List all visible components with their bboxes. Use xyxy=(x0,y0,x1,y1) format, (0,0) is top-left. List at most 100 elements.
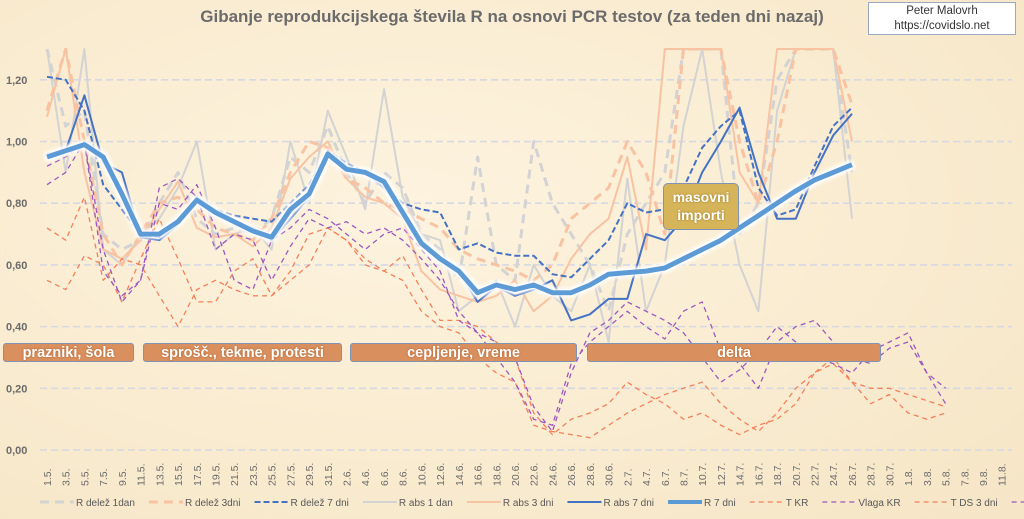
legend-label: R abs 1 dan xyxy=(399,498,453,509)
x-tick-label: 6.6. xyxy=(379,468,391,486)
series-line-r-abs-3-dni xyxy=(46,48,853,313)
legend-item[interactable]: R delež 1dan xyxy=(40,498,135,509)
x-tick-label: 3.5. xyxy=(61,468,73,486)
y-tick-label: 0,60 xyxy=(6,260,27,272)
x-tick-label: 30.7. xyxy=(884,463,896,486)
series-line-r-abs-1-dan xyxy=(46,48,853,343)
x-tick-label: 26.7. xyxy=(847,463,859,486)
series-line-r-7-dni xyxy=(46,142,853,296)
x-tick-label: 12.7. xyxy=(716,463,728,486)
x-tick-label: 11.8. xyxy=(997,463,1009,486)
author-name: Peter Malovrh xyxy=(906,5,978,17)
x-tick-label: 12.6. xyxy=(435,463,447,486)
x-tick-label: 19.5. xyxy=(210,463,222,486)
x-tick-label: 10.6. xyxy=(416,463,428,486)
x-tick-label: 7.8. xyxy=(959,468,971,486)
y-tick-label: 0,20 xyxy=(6,383,27,395)
annotation-delta: delta xyxy=(587,343,881,362)
x-axis: 1.5. 3.5. 5.5. 7.5. 9.5. 11.5. 13.5. 15.5. 17.5.… xyxy=(42,463,1009,486)
x-tick-label: 30.6. xyxy=(604,463,616,486)
y-tick-label: 0,40 xyxy=(6,322,27,334)
y-tick-label: 1,20 xyxy=(6,75,27,87)
y-axis: 0,00 0,20 0,40 0,60 0,80 1,00 1,20 xyxy=(6,75,27,457)
x-tick-label: 22.6. xyxy=(529,463,541,486)
series-line-r-dele-1dan xyxy=(45,48,854,313)
x-tick-label: 22.7. xyxy=(810,463,822,486)
x-tick-label: 11.5. xyxy=(136,463,148,486)
gridlines xyxy=(40,79,1012,451)
x-tick-label: 26.6. xyxy=(566,463,578,486)
x-tick-label: 6.7. xyxy=(660,468,672,486)
x-tick-label: 16.7. xyxy=(753,463,765,486)
x-tick-label: 21.5. xyxy=(229,463,241,486)
x-tick-label: 2.6. xyxy=(342,468,354,486)
x-tick-label: 31.5. xyxy=(323,463,335,486)
x-tick-label: 9.5. xyxy=(117,468,129,486)
annotation-importi-line2: importi xyxy=(677,207,725,223)
legend-label: R delež 3dni xyxy=(185,498,241,509)
annotation-prazniki: prazniki, šola xyxy=(3,343,134,362)
author-url[interactable]: https://covidslo.net xyxy=(894,20,990,32)
legend-item[interactable]: T KR xyxy=(749,498,809,509)
y-tick-label: 1,00 xyxy=(6,137,27,149)
legend-label: T DS 3 dni xyxy=(951,498,998,509)
legend-item[interactable]: R delež 7 dni xyxy=(254,498,349,509)
legend-label: R abs 7 dni xyxy=(603,498,654,509)
x-tick-label: 5.8. xyxy=(941,468,953,486)
x-tick-label: 28.6. xyxy=(585,463,597,486)
x-tick-label: 18.6. xyxy=(491,463,503,486)
legend-item[interactable]: Vlaga Deskle xyxy=(1011,498,1024,509)
legend-label: Vlaga KR xyxy=(858,498,900,509)
legend-item[interactable]: R 7 dni xyxy=(668,498,736,509)
legend: R delež 1dan R delež 3dni R delež 7 dni R a… xyxy=(40,498,1024,509)
legend-item[interactable]: R abs 3 dni xyxy=(466,498,554,509)
x-tick-label: 25.5. xyxy=(267,463,279,486)
legend-label: R delež 1dan xyxy=(76,498,135,509)
legend-item[interactable]: Vlaga KR xyxy=(822,498,901,509)
x-tick-label: 15.5. xyxy=(173,463,185,486)
x-tick-label: 2.7. xyxy=(622,468,634,486)
legend-item[interactable]: R abs 7 dni xyxy=(567,498,654,509)
x-tick-label: 4.6. xyxy=(360,468,372,486)
y-tick-label: 0,80 xyxy=(6,198,27,210)
x-tick-label: 20.6. xyxy=(510,463,522,486)
author-box: Peter Malovrh https://covidslo.net xyxy=(868,2,1016,35)
legend-item[interactable]: R delež 3dni xyxy=(148,498,241,509)
x-tick-label: 16.6. xyxy=(473,463,485,486)
legend-label: R 7 dni xyxy=(704,498,736,509)
legend-label: R delež 7 dni xyxy=(291,498,349,509)
x-tick-label: 10.7. xyxy=(697,463,709,486)
annotation-importi-line1: masovni xyxy=(672,189,730,205)
legend-item[interactable]: T DS 3 dni xyxy=(914,498,998,509)
x-tick-label: 29.5. xyxy=(304,463,316,486)
x-tick-label: 18.7. xyxy=(772,463,784,486)
x-tick-label: 1.8. xyxy=(903,468,915,486)
x-tick-label: 23.5. xyxy=(248,463,260,486)
x-tick-label: 13.5. xyxy=(154,463,166,486)
x-tick-label: 9.8. xyxy=(978,468,990,486)
x-tick-label: 28.7. xyxy=(866,463,878,486)
x-tick-label: 27.5. xyxy=(285,463,297,486)
x-tick-label: 4.7. xyxy=(641,468,653,486)
legend-label: T KR xyxy=(786,498,809,509)
x-tick-label: 17.5. xyxy=(192,463,204,486)
x-tick-label: 8.7. xyxy=(678,468,690,486)
series-line-t-kr xyxy=(46,196,946,436)
legend-item[interactable]: R abs 1 dan xyxy=(362,498,453,509)
y-tick-label: 0,00 xyxy=(6,445,27,457)
annotation-sprosc: sprošč., tekme, protesti xyxy=(143,343,342,362)
x-tick-label: 14.7. xyxy=(735,463,747,486)
legend-label: R abs 3 dni xyxy=(503,498,554,509)
x-tick-label: 3.8. xyxy=(922,468,934,486)
x-tick-label: 7.5. xyxy=(98,468,110,486)
series-line-t-ds-3-dni xyxy=(46,218,946,439)
x-tick-label: 20.7. xyxy=(791,463,803,486)
x-tick-label: 1.5. xyxy=(42,468,54,486)
x-tick-label: 5.5. xyxy=(79,468,91,486)
series-line-vlaga-deskle xyxy=(46,140,947,433)
x-tick-label: 24.6. xyxy=(547,463,559,486)
x-tick-label: 8.6. xyxy=(398,468,410,486)
annotation-cepljenje: cepljenje, vreme xyxy=(350,343,577,362)
